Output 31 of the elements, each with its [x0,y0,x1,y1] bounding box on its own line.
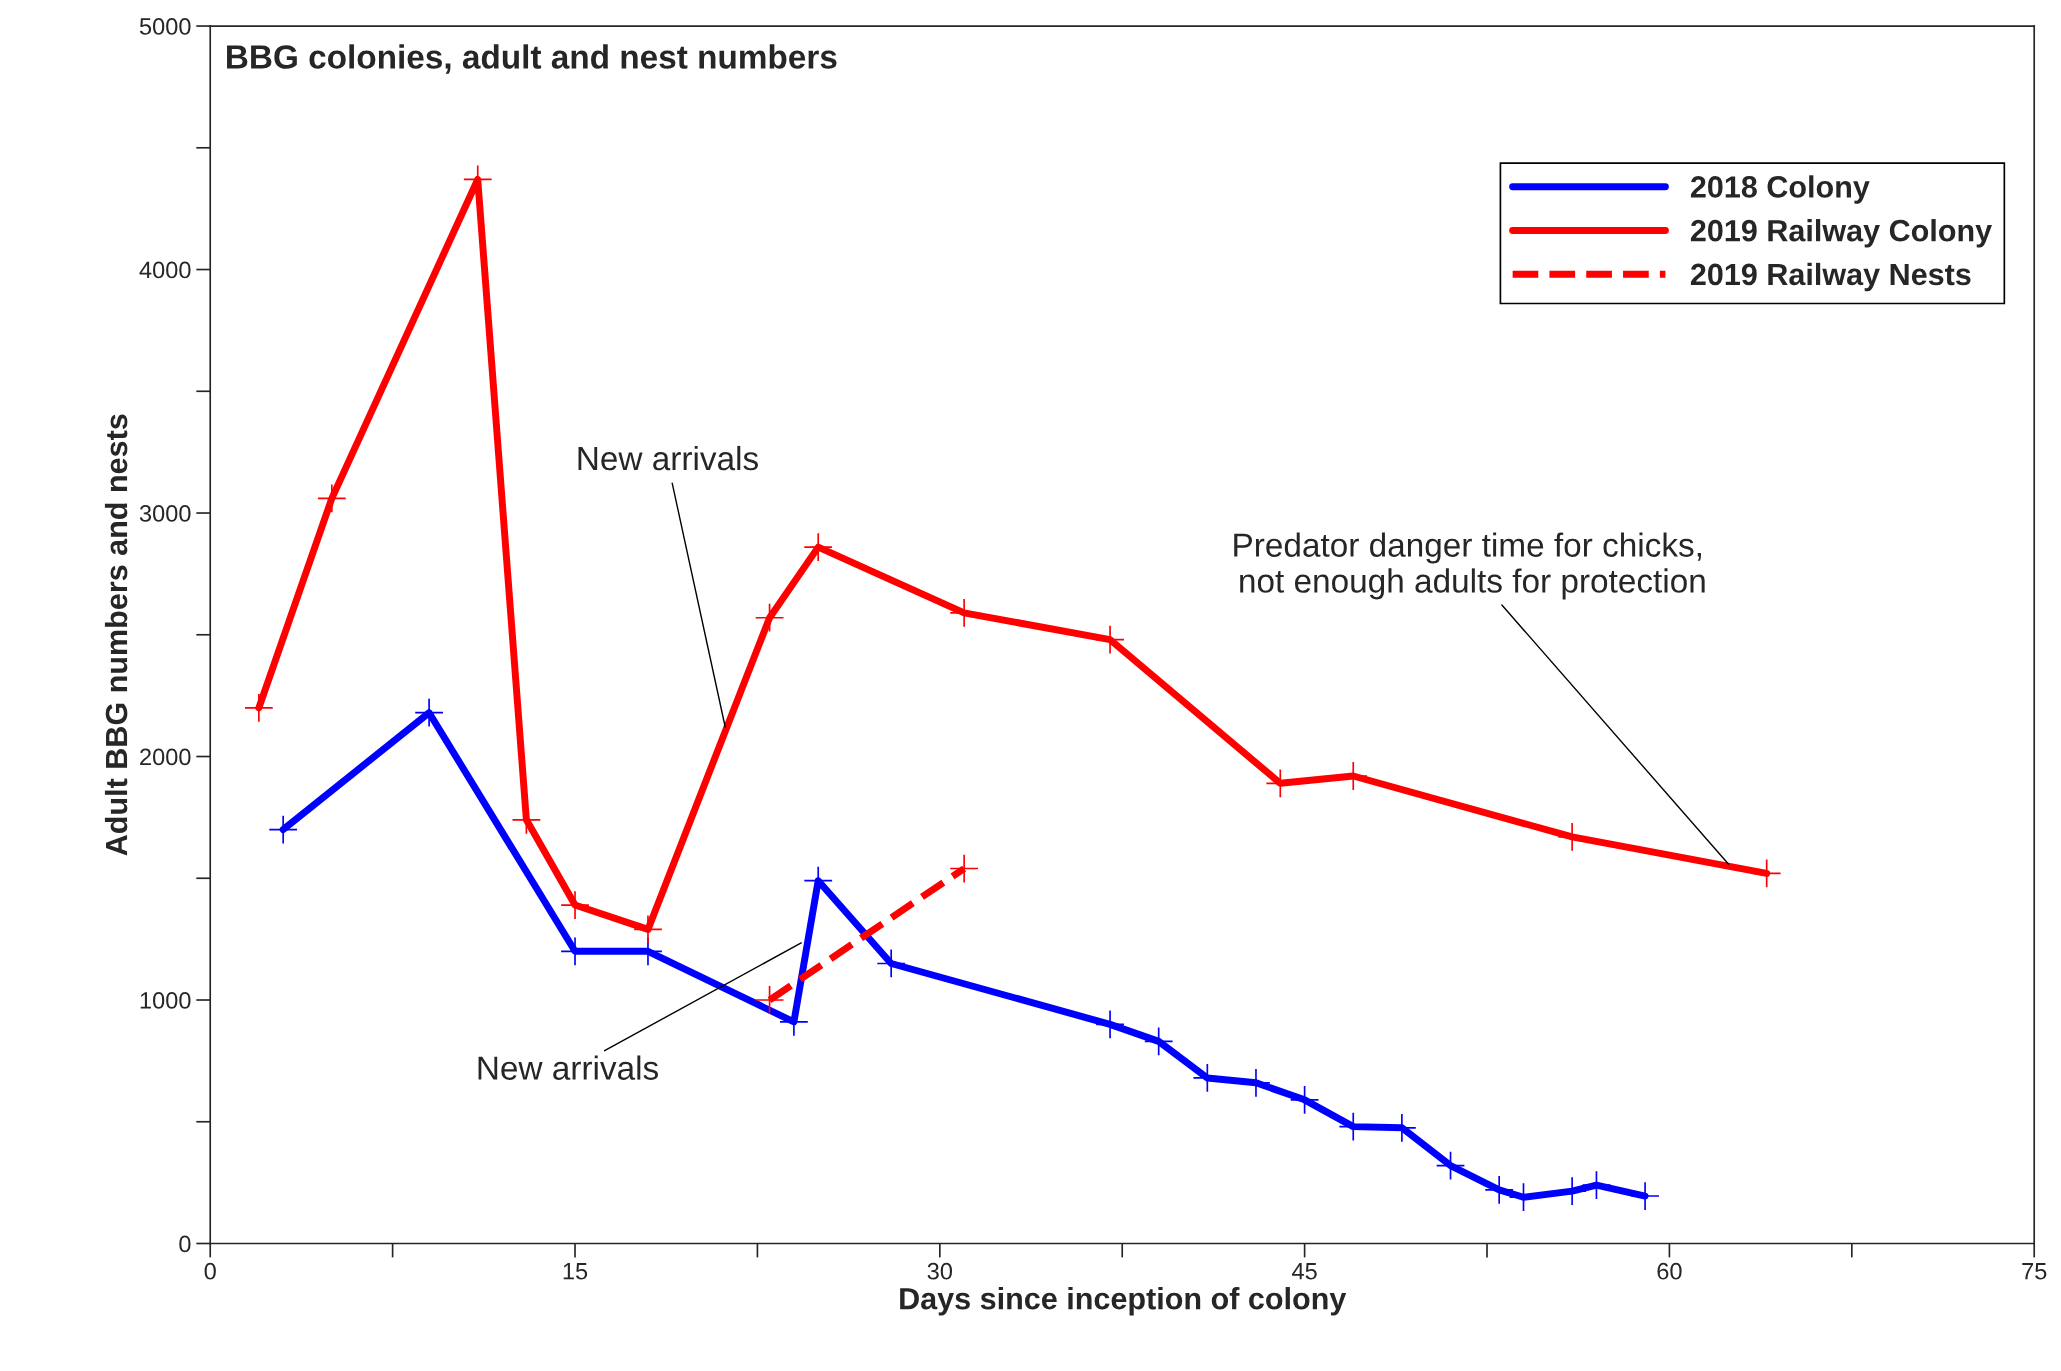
point [1290,1085,1319,1114]
y-tick-label: 0 [179,1235,191,1253]
annotation: New arrivals [578,445,758,471]
point [804,533,833,562]
point [1631,1182,1659,1210]
legend-label: 2019 Railway Colony [1690,219,1992,248]
x-tick-label: 15 [563,1263,588,1280]
y-tick-label: 3000 [139,505,191,522]
point [1096,625,1124,654]
x-tick-label: 0 [204,1262,216,1280]
point [561,891,589,919]
y-tick-label: 1000 [140,992,191,1009]
annotation: New arrivals [478,1055,658,1080]
legend-label: 2019 Railway Nests [1690,262,1971,292]
annotation: Predator danger time for chicks, not enough adults for protection [1234,532,1705,600]
x-tick-label: 45 [1292,1263,1317,1280]
point [244,693,273,722]
x-axis-title: Days since inception of colony [900,1287,1347,1316]
point [1485,1176,1514,1204]
y-tick-label: 5000 [139,18,191,35]
y-tick-label: 4000 [139,261,191,279]
chart-title: BBG colonies, adult and nest numbers [227,44,837,74]
point [804,866,833,895]
point [415,698,443,727]
x-tick-label: 75 [2022,1263,2047,1280]
legend-label: 2018 Colony [1690,175,1870,204]
point [1096,1010,1124,1039]
y-axis-title: Adult BBG numbers and nests [104,414,128,856]
x-tick-label: 30 [927,1262,953,1280]
y-tick-label: 2000 [140,748,191,766]
x-tick-label: 60 [1657,1262,1682,1280]
